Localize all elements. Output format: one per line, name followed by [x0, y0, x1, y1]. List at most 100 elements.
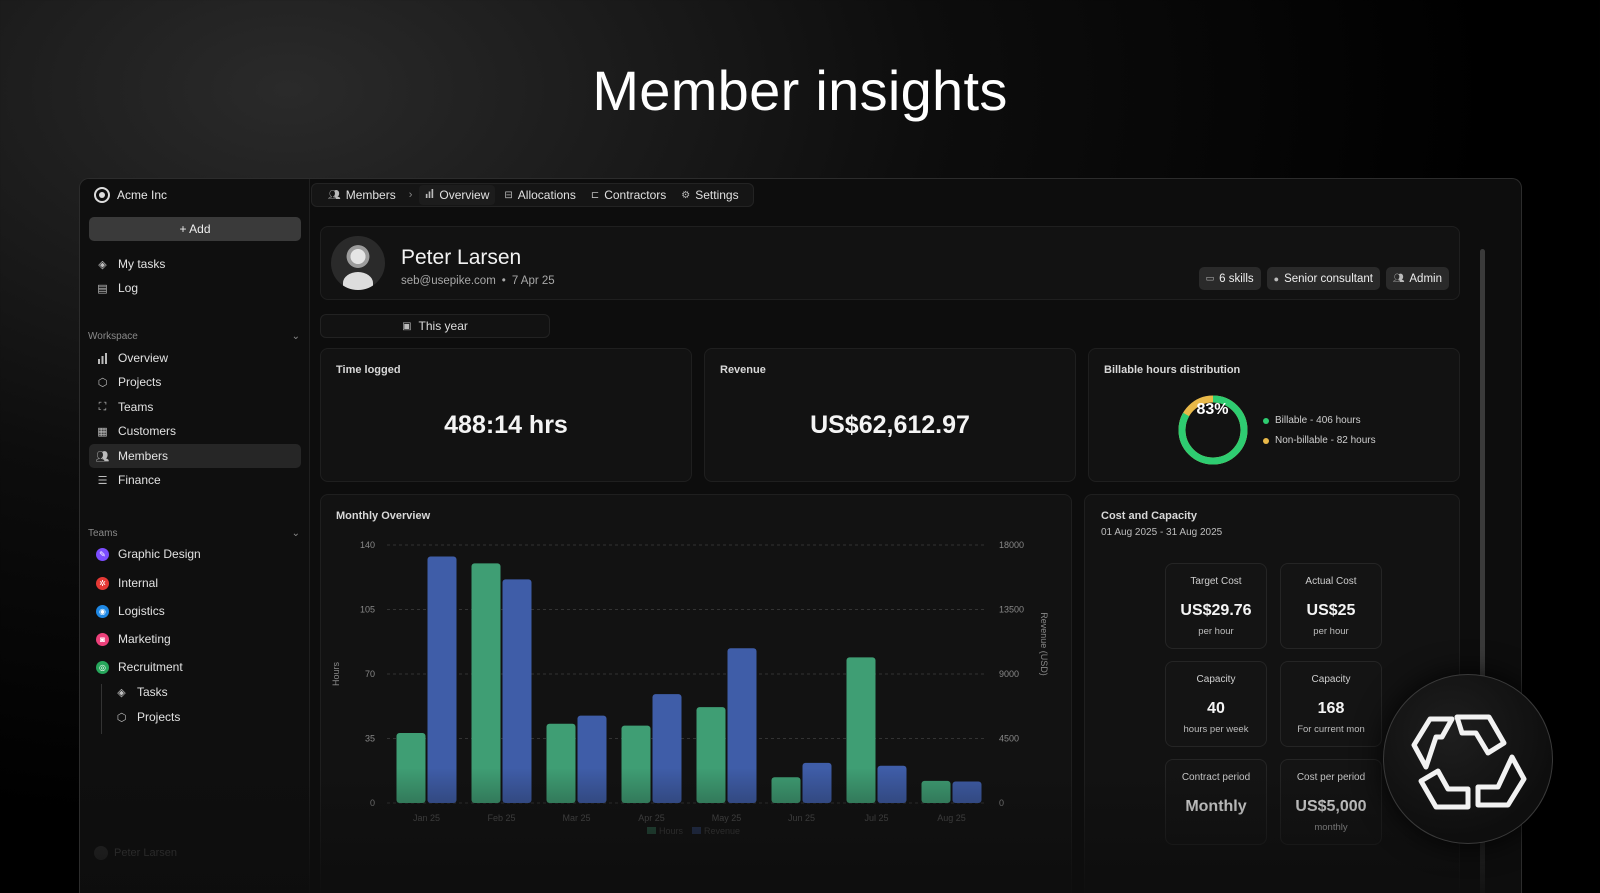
sidebar-item-my-tasks[interactable]: ◈ My tasks — [89, 252, 301, 276]
scrollbar[interactable] — [1480, 249, 1485, 893]
bar-hours — [771, 777, 801, 803]
bar-revenue — [577, 715, 607, 803]
cost-per-period-card: Cost per period US$5,000 monthly — [1280, 759, 1382, 845]
sidebar-item-label: Overview — [118, 351, 169, 365]
mini-card-sub: per hour — [1198, 626, 1234, 637]
main-content: Peter Larsen seb@usepike.com • 7 Apr 25 … — [311, 213, 1491, 893]
recycle-icon — [1411, 714, 1527, 810]
permission-badge[interactable]: 👥︎ Admin — [1385, 267, 1449, 290]
sidebar-item-customers[interactable]: ▦ Customers — [89, 419, 301, 443]
meta-separator: • — [501, 275, 506, 287]
org-logo-icon — [94, 187, 110, 203]
y-axis-label: Hours — [331, 662, 341, 687]
breadcrumb: 👥︎ Members › Overview ⊟ Allocations ⊏ Co… — [311, 183, 754, 207]
user-name: Peter Larsen — [114, 847, 177, 859]
bar-chart-icon — [425, 189, 434, 201]
sidebar-team-marketing[interactable]: ◙ Marketing — [89, 627, 301, 651]
sidebar-team-internal[interactable]: ✲ Internal — [89, 571, 301, 595]
sidebar-item-label: Projects — [137, 710, 181, 724]
legend-dot — [1263, 437, 1269, 444]
role-badge[interactable]: ● Senior consultant — [1266, 267, 1380, 290]
sidebar-item-label: Logistics — [118, 604, 165, 618]
time-logged-card: Time logged 488:14 hrs — [320, 348, 692, 482]
mini-card-label: Cost per period — [1296, 772, 1366, 783]
sidebar-team-graphic-design[interactable]: ✎ Graphic Design — [89, 542, 301, 566]
sidebar-item-projects[interactable]: ⬡ Projects — [89, 370, 301, 394]
mini-card-label: Actual Cost — [1305, 576, 1357, 587]
org-switcher[interactable]: Acme Inc — [94, 187, 167, 203]
sidebar-item-finance[interactable]: ☰ Finance — [89, 468, 301, 492]
bar-hours — [696, 707, 726, 803]
profile-date: 7 Apr 25 — [511, 275, 555, 287]
mini-card-label: Capacity — [1196, 674, 1236, 685]
mini-card-label: Contract period — [1181, 772, 1251, 783]
legend-swatch — [647, 827, 656, 834]
bar-hours — [396, 732, 426, 803]
mini-card-sub: per hour — [1313, 626, 1349, 637]
sidebar-item-label: Tasks — [137, 685, 168, 699]
workspace-label: Workspace — [88, 331, 138, 342]
briefcase-icon: ▭ — [1205, 273, 1215, 283]
bar-hours — [471, 563, 501, 803]
workspace-section-header[interactable]: Workspace ⌄ — [88, 331, 300, 342]
profile-name: Peter Larsen — [401, 246, 522, 269]
tab-overview[interactable]: Overview — [419, 185, 496, 205]
card-title: Revenue — [720, 364, 766, 376]
teams-section-header[interactable]: Teams ⌄ — [88, 528, 300, 539]
bar-revenue — [727, 648, 757, 803]
sidebar-item-members[interactable]: 👥︎ Members — [89, 444, 301, 468]
mini-card-value: US$5,000 — [1295, 798, 1367, 815]
globe-icon: ◉ — [96, 604, 109, 618]
chart-title: Monthly Overview — [336, 510, 431, 522]
sidebar-item-teams[interactable]: ⛶ Teams — [89, 395, 301, 419]
y2-tick-label: 9000 — [999, 669, 1019, 679]
billable-donut-chart — [1178, 395, 1248, 465]
sidebar-item-label: My tasks — [118, 257, 166, 271]
profile-badges: ▭ 6 skills ● Senior consultant 👥︎ Admin — [1198, 267, 1449, 290]
sidebar-subitem-projects[interactable]: ⬡ Projects — [108, 705, 301, 729]
y-tick-label: 105 — [360, 605, 375, 615]
capacity-week-card: Capacity 40 hours per week — [1165, 661, 1267, 747]
skills-badge[interactable]: ▭ 6 skills — [1198, 267, 1261, 290]
sidebar-team-recruitment[interactable]: ◎ Recruitment — [89, 655, 301, 679]
y-tick-label: 70 — [365, 669, 375, 679]
y2-tick-label: 18000 — [999, 540, 1024, 550]
y2-axis-label: Revenue (USD) — [1039, 612, 1049, 676]
sidebar-subitem-tasks[interactable]: ◈ Tasks — [108, 680, 301, 704]
profile-email[interactable]: seb@usepike.com — [401, 275, 496, 287]
y-tick-label: 35 — [365, 734, 375, 744]
app-window: Acme Inc + Add ◈ My tasks ▤ Log Workspac… — [79, 178, 1522, 893]
user-menu[interactable]: Peter Larsen — [94, 846, 177, 860]
bar-revenue — [877, 765, 907, 803]
x-tick-label: Jan 25 — [413, 813, 440, 823]
legend-item-billable: Billable - 406 hours — [1263, 415, 1376, 426]
x-tick-label: Apr 25 — [638, 813, 665, 823]
breadcrumb-members[interactable]: 👥︎ Members — [322, 185, 402, 205]
target-cost-card: Target Cost US$29.76 per hour — [1165, 563, 1267, 649]
date-filter-label: This year — [418, 319, 468, 333]
x-tick-label: Feb 25 — [487, 813, 515, 823]
x-tick-label: Aug 25 — [937, 813, 966, 823]
tab-settings[interactable]: ⚙ Settings — [675, 185, 744, 205]
chevron-down-icon: ⌄ — [291, 331, 300, 342]
tab-allocations[interactable]: ⊟ Allocations — [498, 185, 581, 205]
bar-hours — [621, 725, 651, 803]
sidebar-item-label: Members — [118, 449, 169, 463]
sidebar-team-logistics[interactable]: ◉ Logistics — [89, 599, 301, 623]
legend-dot — [1263, 417, 1269, 424]
tab-label: Allocations — [517, 188, 576, 202]
add-button[interactable]: + Add — [89, 217, 301, 241]
legend-item-non-billable: Non-billable - 82 hours — [1263, 435, 1376, 446]
legend-label: Billable - 406 hours — [1275, 415, 1361, 426]
mini-card-value: US$29.76 — [1180, 602, 1252, 619]
tab-contractors[interactable]: ⊏ Contractors — [585, 185, 672, 205]
sidebar-item-overview[interactable]: Overview — [89, 346, 301, 370]
date-filter[interactable]: ▣ This year — [320, 314, 550, 338]
badge-label: 6 skills — [1219, 272, 1254, 285]
tab-label: Settings — [695, 188, 739, 202]
tab-label: Overview — [439, 188, 490, 202]
avatar — [94, 846, 108, 860]
sidebar-item-log[interactable]: ▤ Log — [89, 276, 301, 300]
monthly-overview-chart: 0 0 35 4500 70 9000 105 13500 140 18000 Hours Reven… — [331, 540, 1049, 836]
bar-chart-icon — [96, 352, 109, 365]
